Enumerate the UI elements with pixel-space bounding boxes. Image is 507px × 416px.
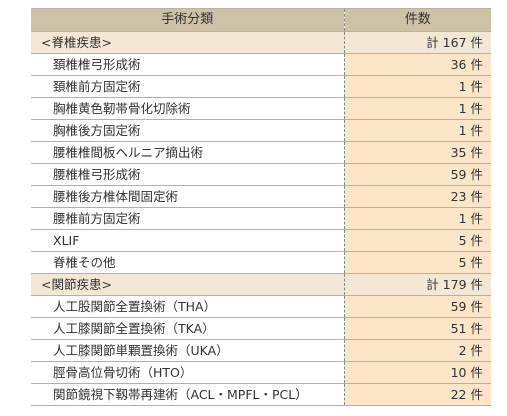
header-procedure: 手術分類	[31, 8, 345, 32]
table-row: 頚椎椎弓形成術 36 件	[31, 53, 491, 76]
procedure-name: 腰椎椎間板ヘルニア摘出術	[31, 141, 345, 164]
category-row-joint: <関節疾患> 計 179 件	[31, 273, 491, 296]
surgery-stats-table: 手術分類 件数 <脊椎疾患> 計 167 件 頚椎椎弓形成術 36 件 頚椎前方…	[31, 8, 491, 406]
procedure-name: 腰椎椎弓形成術	[31, 163, 345, 186]
procedure-name: 胸椎後方固定術	[31, 119, 345, 142]
procedure-count: 10 件	[344, 361, 491, 384]
procedure-count: 35 件	[344, 141, 491, 164]
category-row-spine: <脊椎疾患> 計 167 件	[31, 31, 491, 54]
header-count: 件数	[344, 8, 491, 32]
table-row: 頚椎前方固定術 1 件	[31, 75, 491, 98]
procedure-name: 関節鏡視下靱帯再建術（ACL・MPFL・PCL）	[31, 383, 345, 406]
table-row: 関節鏡視下靱帯再建術（ACL・MPFL・PCL） 22 件	[31, 383, 491, 406]
table-header-row: 手術分類 件数	[31, 8, 491, 32]
procedure-count: 5 件	[344, 229, 491, 252]
category-total: 計 167 件	[344, 31, 491, 54]
procedure-count: 22 件	[344, 383, 491, 406]
procedure-count: 1 件	[344, 119, 491, 142]
table-row: 人工股関節全置換術（THA） 59 件	[31, 295, 491, 318]
table-row: 腰椎前方固定術 1 件	[31, 207, 491, 230]
procedure-count: 2 件	[344, 339, 491, 362]
procedure-count: 36 件	[344, 53, 491, 76]
table-row: 腰椎後方椎体間固定術 23 件	[31, 185, 491, 208]
procedure-name: 腰椎後方椎体間固定術	[31, 185, 345, 208]
table-row: 腰椎椎弓形成術 59 件	[31, 163, 491, 186]
procedure-name: 脊椎その他	[31, 251, 345, 274]
table-row: 人工膝関節単顆置換術（UKA） 2 件	[31, 339, 491, 362]
procedure-name: 胸椎黄色靭帯骨化切除術	[31, 97, 345, 120]
procedure-count: 1 件	[344, 207, 491, 230]
procedure-name: 頚椎前方固定術	[31, 75, 345, 98]
table-row: 腰椎椎間板ヘルニア摘出術 35 件	[31, 141, 491, 164]
table-row: 脊椎その他 5 件	[31, 251, 491, 274]
table-row: 胸椎黄色靭帯骨化切除術 1 件	[31, 97, 491, 120]
surgery-table-container: 手術分類 件数 <脊椎疾患> 計 167 件 頚椎椎弓形成術 36 件 頚椎前方…	[31, 8, 491, 406]
procedure-count: 1 件	[344, 97, 491, 120]
procedure-count: 59 件	[344, 295, 491, 318]
category-name: <脊椎疾患>	[31, 31, 345, 54]
category-total: 計 179 件	[344, 273, 491, 296]
table-row: 脛骨高位骨切術（HTO） 10 件	[31, 361, 491, 384]
procedure-count: 1 件	[344, 75, 491, 98]
procedure-name: 人工膝関節全置換術（TKA）	[31, 317, 345, 340]
category-name: <関節疾患>	[31, 273, 345, 296]
table-row: XLIF 5 件	[31, 229, 491, 252]
procedure-count: 59 件	[344, 163, 491, 186]
table-row: 人工膝関節全置換術（TKA） 51 件	[31, 317, 491, 340]
procedure-name: 人工膝関節単顆置換術（UKA）	[31, 339, 345, 362]
table-row: 胸椎後方固定術 1 件	[31, 119, 491, 142]
procedure-count: 51 件	[344, 317, 491, 340]
procedure-name: 頚椎椎弓形成術	[31, 53, 345, 76]
procedure-name: 脛骨高位骨切術（HTO）	[31, 361, 345, 384]
procedure-count: 5 件	[344, 251, 491, 274]
procedure-count: 23 件	[344, 185, 491, 208]
procedure-name: XLIF	[31, 229, 345, 252]
procedure-name: 腰椎前方固定術	[31, 207, 345, 230]
procedure-name: 人工股関節全置換術（THA）	[31, 295, 345, 318]
